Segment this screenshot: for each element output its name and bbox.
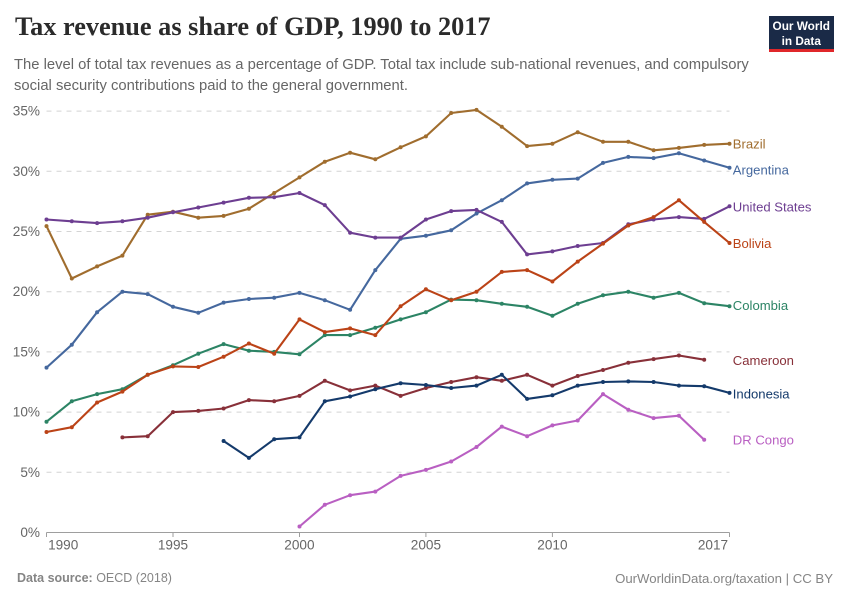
- svg-text:2000: 2000: [284, 538, 315, 553]
- svg-text:Cameroon: Cameroon: [733, 353, 794, 368]
- svg-text:Argentina: Argentina: [733, 163, 790, 178]
- svg-text:1990: 1990: [48, 538, 79, 553]
- svg-text:2017: 2017: [698, 538, 728, 553]
- svg-text:2005: 2005: [411, 538, 441, 553]
- svg-text:2010: 2010: [537, 538, 568, 553]
- svg-text:25%: 25%: [13, 224, 40, 239]
- svg-text:DR Congo: DR Congo: [733, 433, 794, 448]
- svg-text:35%: 35%: [13, 104, 40, 119]
- svg-text:15%: 15%: [13, 344, 40, 359]
- svg-text:United States: United States: [733, 200, 812, 215]
- svg-text:30%: 30%: [13, 164, 40, 179]
- svg-text:5%: 5%: [20, 465, 40, 480]
- svg-text:10%: 10%: [13, 405, 40, 420]
- svg-text:Brazil: Brazil: [733, 136, 766, 151]
- svg-text:0%: 0%: [20, 525, 40, 540]
- svg-text:1995: 1995: [158, 538, 188, 553]
- svg-text:20%: 20%: [13, 284, 40, 299]
- svg-text:Colombia: Colombia: [733, 298, 789, 313]
- svg-text:Indonesia: Indonesia: [733, 386, 791, 401]
- svg-text:Bolivia: Bolivia: [733, 236, 772, 251]
